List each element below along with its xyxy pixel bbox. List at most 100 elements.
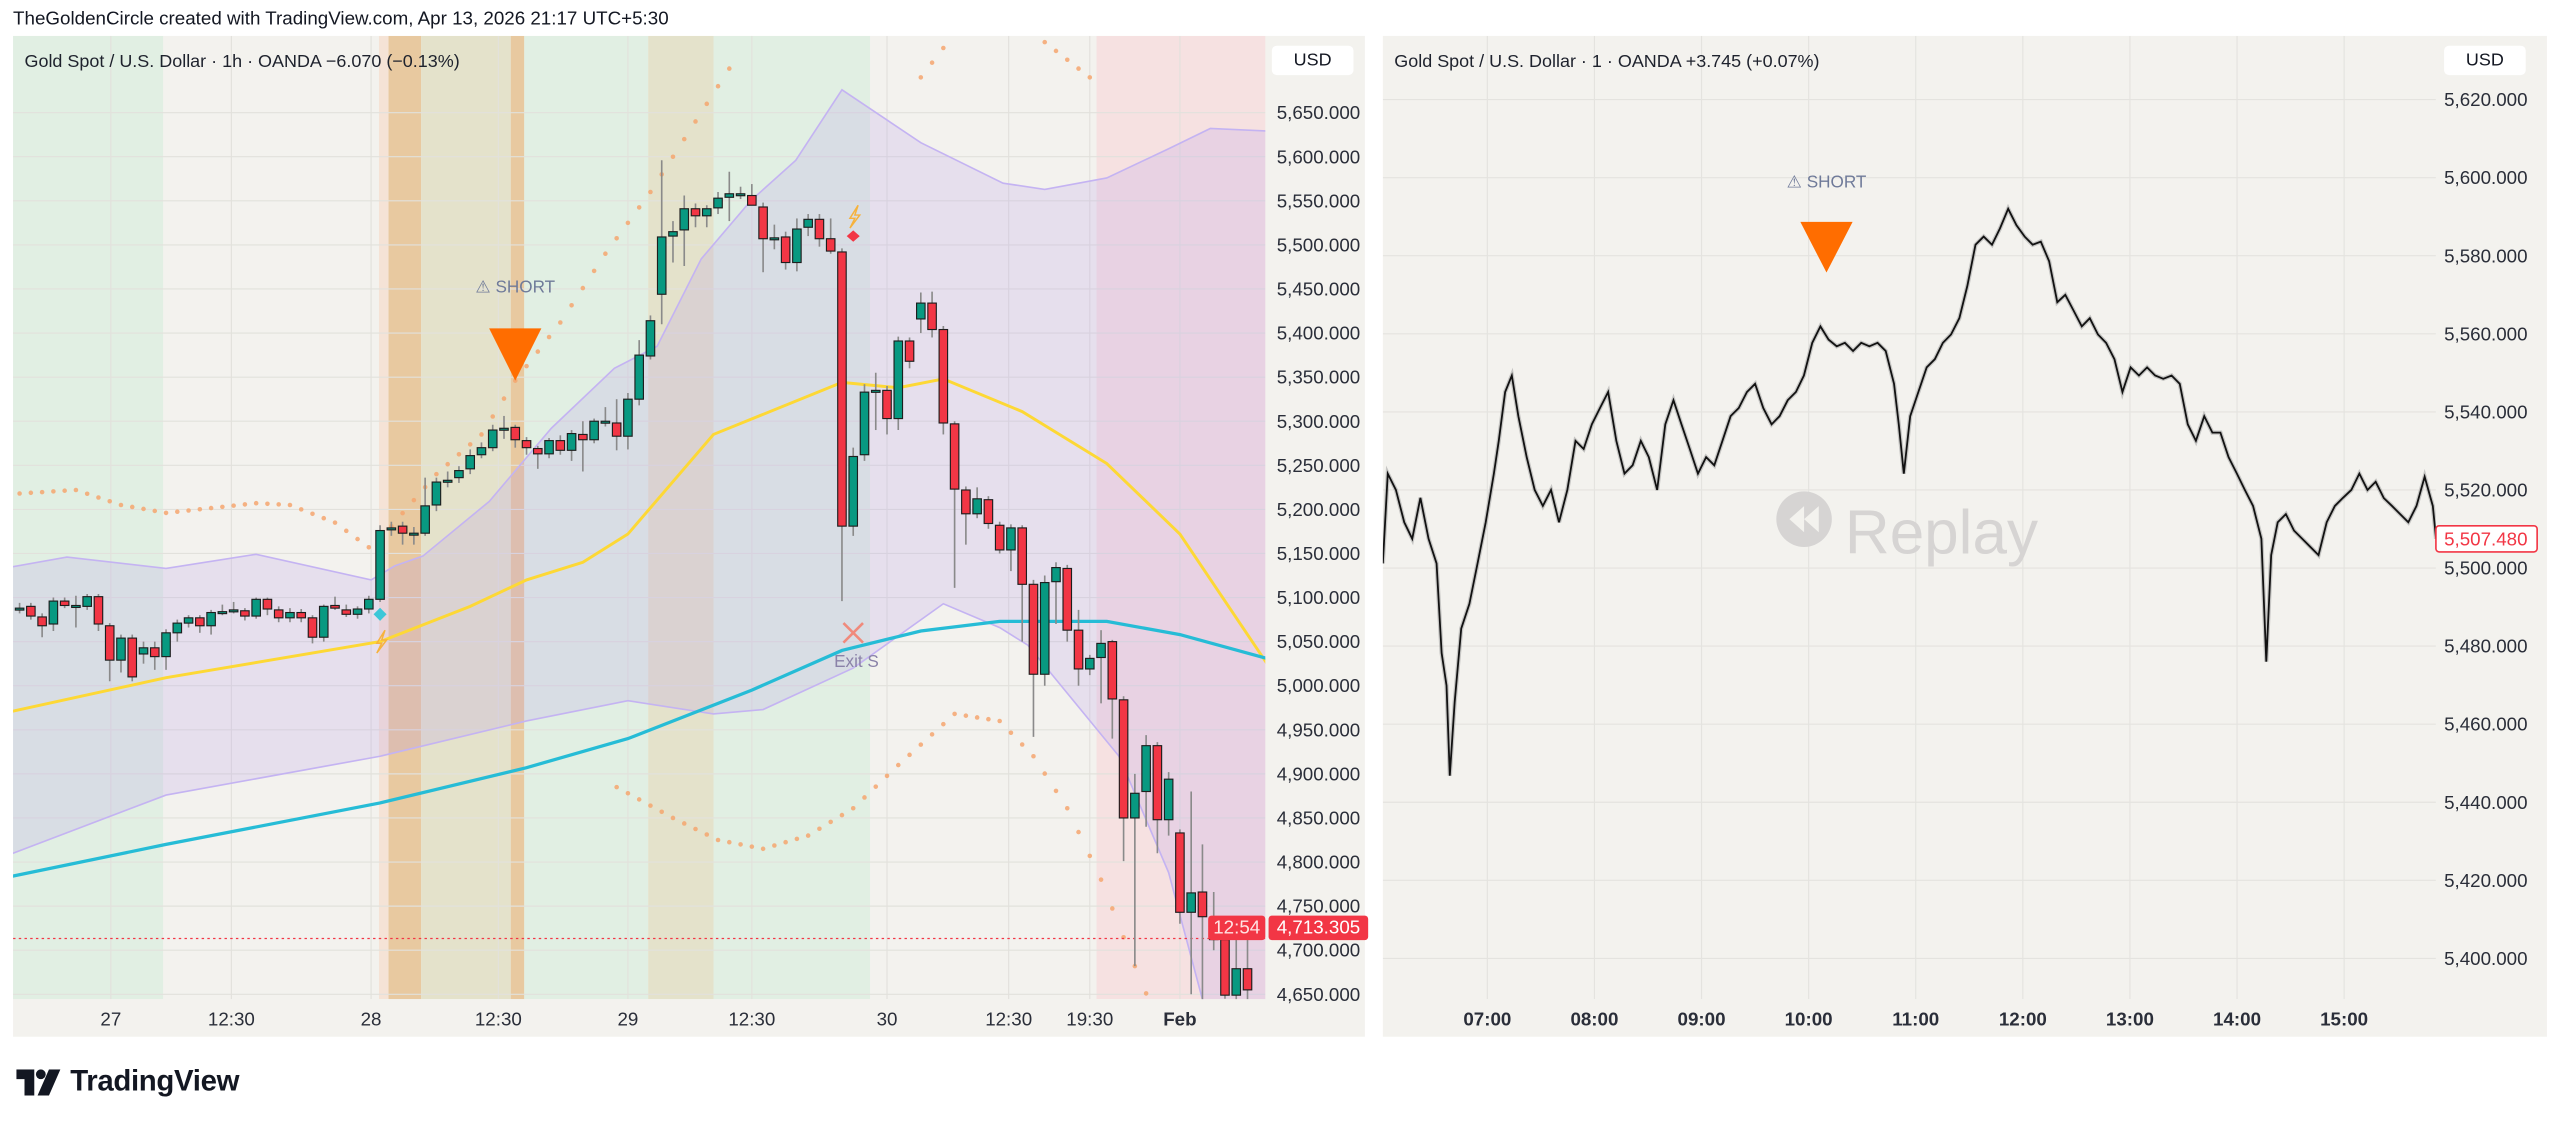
candle[interactable] [397, 521, 408, 545]
candle[interactable] [600, 407, 611, 427]
candle[interactable] [893, 336, 904, 431]
candle[interactable] [251, 597, 261, 619]
candle[interactable] [183, 615, 194, 628]
candle[interactable] [206, 609, 216, 635]
candle[interactable] [1197, 844, 1208, 1003]
candle[interactable] [724, 171, 735, 222]
right-chart-pane[interactable] [1382, 35, 2547, 1037]
candle[interactable] [1141, 735, 1151, 827]
candle[interactable] [195, 615, 205, 633]
candle[interactable] [859, 384, 870, 461]
candle[interactable] [318, 604, 329, 642]
candle[interactable] [161, 629, 171, 670]
candle[interactable] [127, 634, 138, 682]
candle[interactable] [870, 372, 881, 431]
right-symbol-legend[interactable]: Gold Spot / U.S. Dollar · 1 · OANDA +3.7… [1394, 52, 1820, 72]
candle[interactable] [442, 471, 453, 488]
left-currency-button[interactable]: USD [1271, 45, 1354, 76]
candle[interactable] [386, 521, 397, 536]
right-currency-button[interactable]: USD [2444, 45, 2526, 76]
candle[interactable] [1062, 564, 1073, 642]
candle[interactable] [1107, 639, 1118, 739]
left-price-axis[interactable]: 5,650.000 5,600.000 5,550.000 5,500.000 5,45… [1277, 102, 1360, 1005]
candle[interactable] [1242, 932, 1253, 1004]
candle[interactable] [1231, 939, 1242, 1003]
candle[interactable] [690, 203, 701, 228]
candle[interactable] [14, 602, 25, 614]
candle[interactable] [735, 186, 746, 200]
candle[interactable] [994, 521, 1005, 554]
candle[interactable] [273, 606, 284, 623]
candle[interactable] [623, 393, 633, 450]
left-symbol-legend[interactable]: Gold Spot / U.S. Dollar · 1h · OANDA −6.… [24, 52, 460, 72]
candle[interactable] [454, 466, 464, 483]
candle[interactable] [1163, 772, 1174, 836]
candle[interactable] [1006, 524, 1016, 572]
candle[interactable] [769, 224, 780, 250]
candle[interactable] [656, 160, 667, 325]
candle[interactable] [825, 218, 836, 254]
candle[interactable] [409, 527, 419, 545]
candle[interactable] [713, 191, 723, 215]
candle[interactable] [882, 385, 892, 435]
candle[interactable] [465, 449, 476, 475]
candle[interactable] [803, 214, 813, 237]
candle[interactable] [37, 613, 47, 638]
candle[interactable] [341, 604, 352, 617]
right-time-axis[interactable]: 07:00 08:00 09:00 10:00 11:00 12:00 13:00 14:00… [1463, 1008, 2368, 1029]
candle[interactable] [285, 608, 295, 623]
candle[interactable] [138, 641, 149, 664]
candle[interactable] [104, 623, 115, 682]
candle[interactable] [48, 597, 59, 632]
candle[interactable] [634, 340, 644, 406]
tradingview-logo[interactable]: TradingView [16, 1064, 240, 1098]
candle[interactable] [499, 415, 509, 439]
candle[interactable] [1073, 609, 1084, 686]
candle[interactable] [363, 595, 374, 614]
candle[interactable] [1152, 742, 1163, 854]
candle[interactable] [93, 594, 104, 632]
candle[interactable] [1028, 579, 1039, 737]
candle[interactable] [645, 315, 656, 360]
candle[interactable] [82, 594, 92, 610]
candle[interactable] [1084, 654, 1095, 676]
candle[interactable] [701, 205, 712, 228]
candle[interactable] [1186, 791, 1196, 995]
candle[interactable] [927, 291, 937, 338]
candle[interactable] [149, 641, 160, 670]
candle[interactable] [972, 487, 982, 519]
candle[interactable] [420, 477, 430, 536]
right-price-axis[interactable]: 5,620.000 5,600.000 5,580.000 5,560.000 5,54… [2444, 89, 2527, 969]
candle[interactable] [26, 602, 36, 620]
candle[interactable] [262, 597, 273, 616]
candle[interactable] [544, 437, 554, 459]
candle[interactable] [71, 595, 81, 628]
candle[interactable] [792, 218, 802, 272]
candle[interactable] [814, 214, 825, 247]
candle[interactable] [217, 604, 228, 616]
candle[interactable] [589, 418, 599, 444]
candle[interactable] [228, 601, 239, 614]
candle[interactable] [487, 424, 498, 452]
candle[interactable] [949, 421, 960, 588]
candle[interactable] [532, 445, 543, 469]
candle[interactable] [1096, 630, 1106, 704]
candle[interactable] [961, 486, 971, 545]
candle[interactable] [1130, 773, 1140, 967]
candle[interactable] [1017, 525, 1028, 642]
candle[interactable] [1039, 575, 1050, 686]
candle[interactable] [1051, 562, 1061, 624]
candle[interactable] [758, 202, 768, 273]
candle[interactable] [837, 248, 847, 602]
candle[interactable] [476, 442, 487, 459]
candle[interactable] [116, 634, 126, 673]
candle[interactable] [307, 615, 318, 644]
candle[interactable] [915, 292, 926, 334]
candle[interactable] [431, 477, 442, 512]
candle[interactable] [904, 337, 915, 369]
candle[interactable] [747, 184, 757, 206]
candle[interactable] [578, 421, 588, 472]
candle[interactable] [983, 496, 994, 529]
left-time-axis[interactable]: 27 12:30 28 12:30 29 12:30 30 12:30 19:30 Feb [100, 1008, 1196, 1029]
candle[interactable] [59, 597, 70, 609]
